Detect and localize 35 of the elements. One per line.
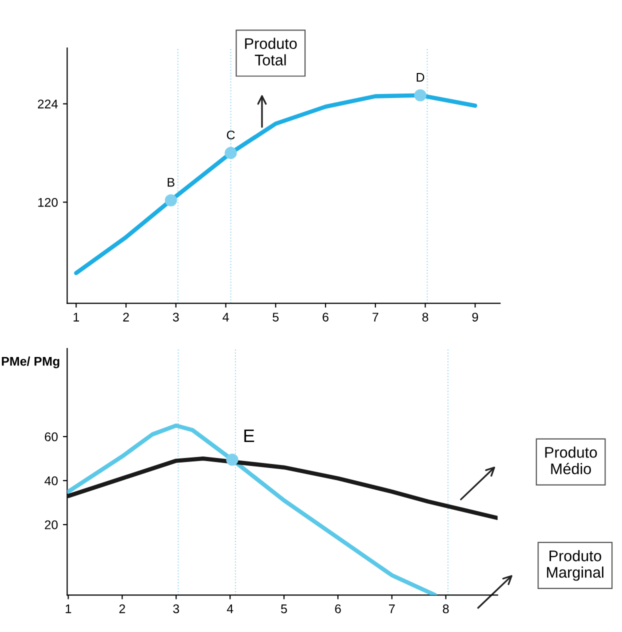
x-tick-label: 3: [173, 604, 180, 614]
x-tick-label: 5: [281, 604, 287, 614]
x-tick-label: 7: [372, 312, 378, 322]
annotation: E: [244, 430, 254, 442]
x-tick-label: 4: [226, 604, 234, 614]
point: [164, 194, 177, 206]
text: Produto Marginal: [547, 550, 604, 581]
annotation: B: [168, 178, 174, 187]
point: [414, 89, 426, 102]
x-tick-label: 6: [335, 604, 341, 614]
annotation: D: [416, 73, 424, 82]
x-tick-label: 5: [272, 312, 279, 322]
x-tick-label: 2: [123, 312, 129, 322]
x-tick-label: 1: [74, 312, 80, 322]
y-tick-label: 224: [38, 100, 58, 108]
x-tick-label: 7: [389, 604, 395, 614]
line-series: [67, 423, 438, 596]
x-tick-label: 2: [119, 604, 126, 614]
x-tick-label: 3: [172, 312, 179, 322]
y-tick-label: 20: [44, 520, 58, 530]
x-tick-label: 4: [222, 312, 229, 322]
point: [224, 146, 237, 160]
y-axis-title: PMe/ PMg: [2, 356, 60, 368]
x-tick-label: 8: [442, 604, 449, 614]
x-tick-label: 1: [66, 604, 72, 614]
y-tick-label: 40: [44, 476, 58, 486]
y-tick-label: 60: [44, 432, 58, 442]
x-tick-label: 8: [422, 312, 428, 322]
annotation: Produto Total: [245, 38, 297, 66]
text: Produto Médio: [545, 446, 597, 474]
annotation: C: [226, 130, 235, 140]
x-tick-label: 6: [322, 312, 328, 322]
y-tick-label: 120: [38, 198, 58, 207]
x-tick-label: 9: [472, 312, 478, 322]
line-series: [67, 456, 498, 520]
